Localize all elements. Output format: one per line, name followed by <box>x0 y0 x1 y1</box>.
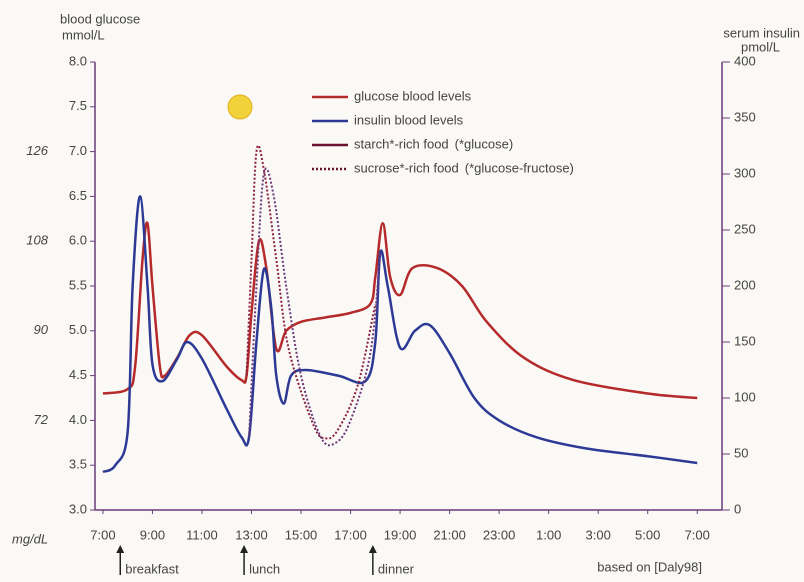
y2-tick-label: 300 <box>734 165 756 180</box>
sun-icon <box>228 95 252 119</box>
y2-tick-label: 350 <box>734 109 756 124</box>
x-tick-label: 7:00 <box>90 527 115 542</box>
x-tick-label: 21:00 <box>433 527 466 542</box>
y2-tick-label: 100 <box>734 389 756 404</box>
x-tick-label: 1:00 <box>536 527 561 542</box>
mgdl-tick-label: 90 <box>34 322 49 337</box>
legend-note: (*glucose) <box>455 136 514 151</box>
x-tick-label: 5:00 <box>635 527 660 542</box>
source: based on [Daly98] <box>597 559 702 574</box>
x-tick-label: 9:00 <box>140 527 165 542</box>
y-tick-label: 5.0 <box>69 322 87 337</box>
legend-label: starch*-rich food <box>354 136 449 151</box>
y2-label: serum insulin <box>723 25 800 40</box>
y2-tick-label: 150 <box>734 333 756 348</box>
y2-tick-label: 200 <box>734 277 756 292</box>
chart: blood glucose mmol/L serum insulin pmol/… <box>0 0 804 582</box>
meal-label: breakfast <box>125 561 179 576</box>
y-tick-label: 6.0 <box>69 233 87 248</box>
legend-label: glucose blood levels <box>354 88 472 103</box>
y-label: blood glucose <box>60 11 140 26</box>
y-tick-label: 3.0 <box>69 501 87 516</box>
legend-label: sucrose*-rich food <box>354 160 459 175</box>
legend-label: insulin blood levels <box>354 112 464 127</box>
legend-note: (*glucose-fructose) <box>465 160 574 175</box>
y2-label: pmol/L <box>741 39 780 54</box>
x-tick-label: 17:00 <box>334 527 367 542</box>
y-tick-label: 4.5 <box>69 367 87 382</box>
mgdl-tick-label: 126 <box>26 143 48 158</box>
x-tick-label: 3:00 <box>586 527 611 542</box>
y-tick-label: 6.5 <box>69 188 87 203</box>
y2-tick-label: 0 <box>734 501 741 516</box>
y-tick-label: 4.0 <box>69 412 87 427</box>
y-tick-label: 8.0 <box>69 53 87 68</box>
x-tick-label: 23:00 <box>483 527 516 542</box>
mgdl-tick-label: 72 <box>34 412 49 427</box>
y-label: mmol/L <box>62 27 105 42</box>
y-tick-label: 7.5 <box>69 98 87 113</box>
mgdl-label: mg/dL <box>12 531 48 546</box>
mgdl-tick-label: 108 <box>26 233 48 248</box>
x-tick-label: 19:00 <box>384 527 417 542</box>
meal-label: dinner <box>378 561 415 576</box>
y-tick-label: 3.5 <box>69 457 87 472</box>
y2-tick-label: 250 <box>734 221 756 236</box>
y-tick-label: 5.5 <box>69 277 87 292</box>
meal-label: lunch <box>249 561 280 576</box>
x-tick-label: 7:00 <box>685 527 710 542</box>
y2-tick-label: 50 <box>734 445 748 460</box>
x-tick-label: 13:00 <box>235 527 268 542</box>
y-tick-label: 7.0 <box>69 143 87 158</box>
x-tick-label: 15:00 <box>285 527 318 542</box>
y2-tick-label: 400 <box>734 53 756 68</box>
x-tick-label: 11:00 <box>186 527 218 542</box>
